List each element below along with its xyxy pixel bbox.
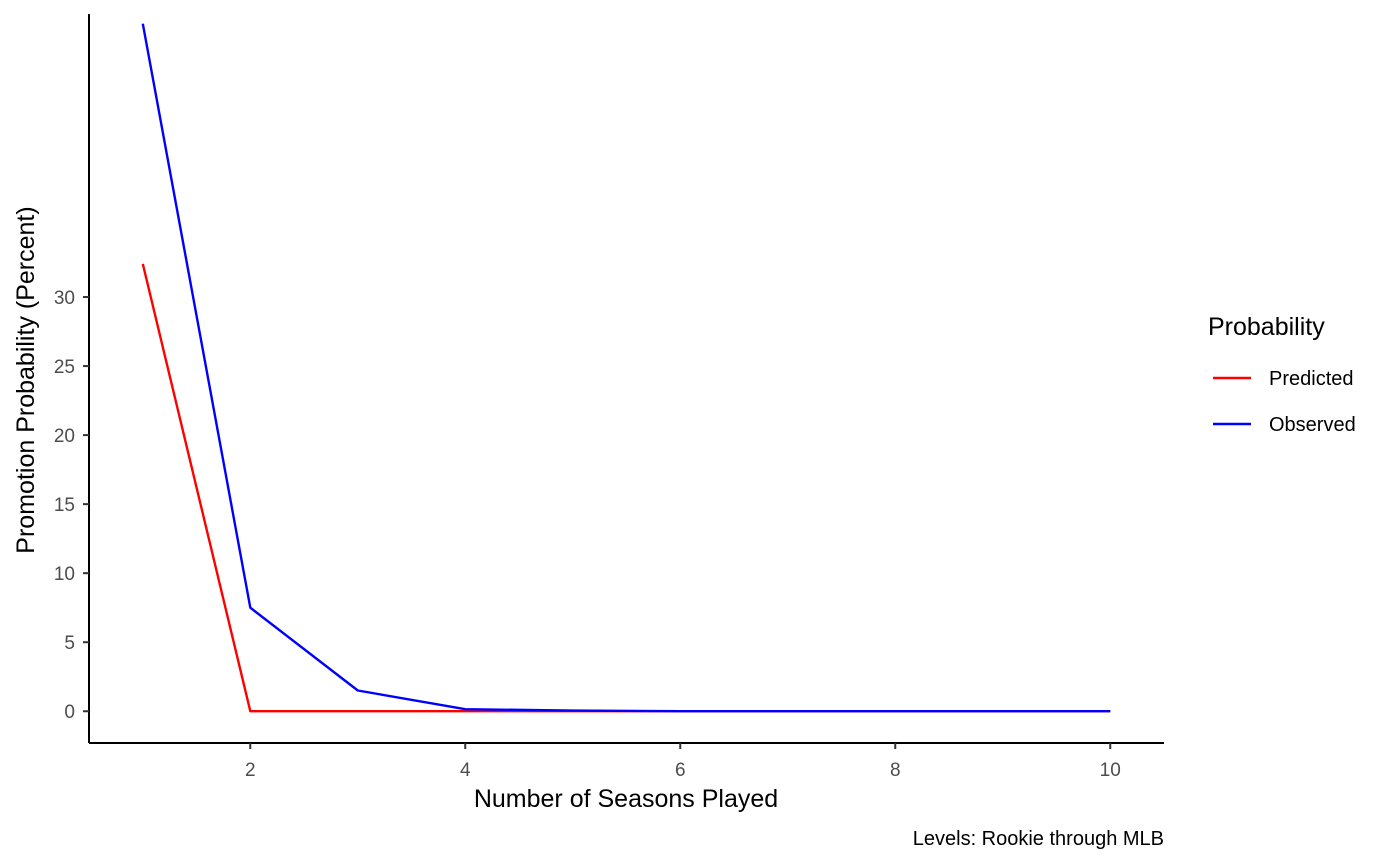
x-tick-label: 6 <box>675 760 686 781</box>
y-tick-label: 20 <box>54 426 75 447</box>
legend-items: Predicted Observed <box>1213 368 1356 436</box>
legend-title: Probability <box>1208 313 1325 341</box>
plot-lines <box>141 23 1111 713</box>
y-tick-label: 10 <box>54 564 75 585</box>
y-axis-title: Promotion Probability (Percent) <box>12 206 40 553</box>
x-tick-label: 10 <box>1100 760 1121 781</box>
x-axis-ticks: 2 4 6 8 10 <box>245 743 1121 781</box>
y-axis-ticks: 0 5 10 15 20 25 30 <box>54 288 89 723</box>
x-tick-label: 8 <box>890 760 901 781</box>
y-tick-label: 5 <box>64 633 75 654</box>
y-tick-label: 30 <box>54 288 75 309</box>
series-line-observed <box>141 23 1111 713</box>
legend: Probability Predicted Observed <box>1208 313 1356 436</box>
y-tick-label: 25 <box>54 357 75 378</box>
series-line-predicted <box>141 263 1111 713</box>
legend-label-observed: Observed <box>1269 414 1356 436</box>
x-tick-label: 2 <box>245 760 256 781</box>
x-axis-title: Number of Seasons Played <box>474 785 778 813</box>
chart-caption: Levels: Rookie through MLB <box>913 828 1164 850</box>
x-tick-label: 4 <box>460 760 471 781</box>
y-tick-label: 0 <box>64 702 75 723</box>
legend-label-predicted: Predicted <box>1269 368 1354 390</box>
y-tick-label: 15 <box>54 495 75 516</box>
